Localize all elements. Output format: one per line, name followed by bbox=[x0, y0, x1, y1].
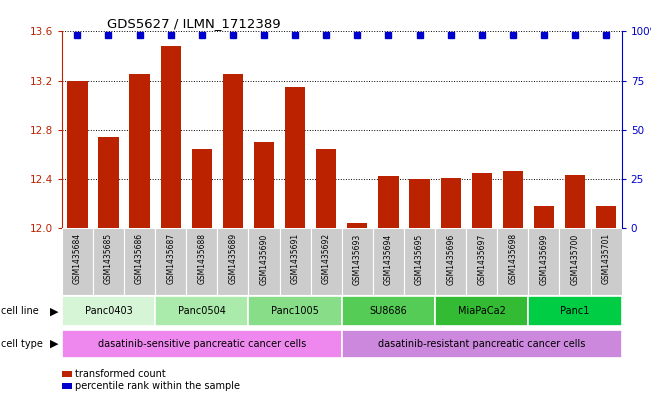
Bar bbox=[466, 228, 497, 295]
Bar bbox=[347, 223, 367, 393]
Text: GSM1435692: GSM1435692 bbox=[322, 233, 331, 285]
Bar bbox=[342, 330, 622, 358]
Text: GSM1435694: GSM1435694 bbox=[384, 233, 393, 285]
Bar bbox=[249, 228, 279, 295]
Bar bbox=[404, 228, 435, 295]
Text: dasatinib-sensitive pancreatic cancer cells: dasatinib-sensitive pancreatic cancer ce… bbox=[98, 339, 306, 349]
Bar bbox=[217, 228, 249, 295]
Text: GSM1435691: GSM1435691 bbox=[290, 233, 299, 285]
Text: GSM1435700: GSM1435700 bbox=[570, 233, 579, 285]
Bar bbox=[254, 142, 274, 393]
Bar bbox=[441, 178, 461, 393]
Bar bbox=[279, 228, 311, 295]
Bar bbox=[161, 46, 181, 393]
Bar bbox=[62, 330, 342, 358]
Text: cell line: cell line bbox=[1, 307, 38, 316]
Text: GSM1435697: GSM1435697 bbox=[477, 233, 486, 285]
Text: GSM1435698: GSM1435698 bbox=[508, 233, 518, 285]
Bar bbox=[559, 228, 590, 295]
Bar bbox=[342, 228, 373, 295]
Bar bbox=[316, 149, 337, 393]
Text: GSM1435684: GSM1435684 bbox=[73, 233, 82, 285]
Text: Panc1005: Panc1005 bbox=[271, 307, 319, 316]
Bar bbox=[285, 87, 305, 393]
Text: Panc0504: Panc0504 bbox=[178, 307, 226, 316]
Text: GSM1435693: GSM1435693 bbox=[353, 233, 362, 285]
Text: cell type: cell type bbox=[1, 339, 42, 349]
Text: GSM1435695: GSM1435695 bbox=[415, 233, 424, 285]
Text: GSM1435696: GSM1435696 bbox=[446, 233, 455, 285]
Text: percentile rank within the sample: percentile rank within the sample bbox=[75, 381, 240, 391]
Bar bbox=[186, 228, 217, 295]
Text: MiaPaCa2: MiaPaCa2 bbox=[458, 307, 506, 316]
Text: ▶: ▶ bbox=[50, 307, 59, 316]
Text: GSM1435685: GSM1435685 bbox=[104, 233, 113, 285]
Bar bbox=[590, 228, 622, 295]
Bar bbox=[311, 228, 342, 295]
Text: GSM1435686: GSM1435686 bbox=[135, 233, 144, 285]
Text: GDS5627 / ILMN_1712389: GDS5627 / ILMN_1712389 bbox=[107, 17, 281, 30]
Bar bbox=[155, 228, 186, 295]
Text: ▶: ▶ bbox=[50, 339, 59, 349]
Bar bbox=[435, 296, 529, 327]
Bar bbox=[191, 149, 212, 393]
Bar bbox=[529, 228, 559, 295]
Bar bbox=[435, 228, 466, 295]
Bar bbox=[67, 81, 87, 393]
Text: Panc0403: Panc0403 bbox=[85, 307, 132, 316]
Bar bbox=[378, 176, 398, 393]
Text: GSM1435688: GSM1435688 bbox=[197, 233, 206, 284]
Bar bbox=[124, 228, 155, 295]
Bar bbox=[98, 137, 118, 393]
Text: GSM1435689: GSM1435689 bbox=[229, 233, 238, 285]
Bar bbox=[529, 296, 622, 327]
Bar bbox=[497, 228, 529, 295]
Text: transformed count: transformed count bbox=[75, 369, 165, 379]
Bar bbox=[565, 175, 585, 393]
Text: GSM1435701: GSM1435701 bbox=[602, 233, 611, 285]
Text: SU8686: SU8686 bbox=[370, 307, 408, 316]
Bar bbox=[249, 296, 342, 327]
Bar bbox=[130, 74, 150, 393]
Bar bbox=[373, 228, 404, 295]
Text: dasatinib-resistant pancreatic cancer cells: dasatinib-resistant pancreatic cancer ce… bbox=[378, 339, 585, 349]
Text: Panc1: Panc1 bbox=[561, 307, 590, 316]
Bar bbox=[62, 228, 93, 295]
Text: GSM1435687: GSM1435687 bbox=[166, 233, 175, 285]
Bar bbox=[62, 296, 155, 327]
Bar bbox=[223, 74, 243, 393]
Bar bbox=[155, 296, 249, 327]
Text: GSM1435699: GSM1435699 bbox=[540, 233, 548, 285]
Bar bbox=[471, 173, 492, 393]
Bar bbox=[93, 228, 124, 295]
Bar bbox=[534, 206, 554, 393]
Bar bbox=[342, 296, 435, 327]
Text: GSM1435690: GSM1435690 bbox=[260, 233, 268, 285]
Bar bbox=[409, 179, 430, 393]
Bar bbox=[503, 171, 523, 393]
Bar bbox=[596, 206, 616, 393]
